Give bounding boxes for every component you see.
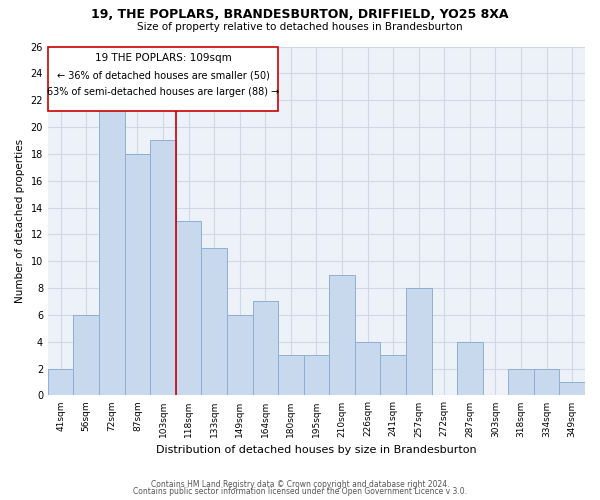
Bar	[304, 355, 329, 396]
Bar	[48, 368, 73, 396]
Text: 19 THE POPLARS: 109sqm: 19 THE POPLARS: 109sqm	[95, 53, 232, 63]
Bar	[227, 315, 253, 396]
Bar	[355, 342, 380, 396]
Text: 19, THE POPLARS, BRANDESBURTON, DRIFFIELD, YO25 8XA: 19, THE POPLARS, BRANDESBURTON, DRIFFIEL…	[91, 8, 509, 20]
Bar	[278, 355, 304, 396]
Bar	[202, 248, 227, 396]
Bar	[534, 368, 559, 396]
Bar	[73, 315, 99, 396]
Bar	[176, 221, 202, 396]
Bar	[380, 355, 406, 396]
Text: Size of property relative to detached houses in Brandesburton: Size of property relative to detached ho…	[137, 22, 463, 32]
Text: 63% of semi-detached houses are larger (88) →: 63% of semi-detached houses are larger (…	[47, 87, 279, 97]
Bar	[508, 368, 534, 396]
Bar	[406, 288, 431, 396]
Bar	[457, 342, 482, 396]
Bar	[125, 154, 150, 396]
Text: ← 36% of detached houses are smaller (50): ← 36% of detached houses are smaller (50…	[56, 70, 269, 81]
Bar	[329, 274, 355, 396]
Bar	[48, 46, 278, 111]
Bar	[150, 140, 176, 396]
Bar	[99, 100, 125, 396]
Text: Contains HM Land Registry data © Crown copyright and database right 2024.: Contains HM Land Registry data © Crown c…	[151, 480, 449, 489]
Y-axis label: Number of detached properties: Number of detached properties	[15, 139, 25, 303]
X-axis label: Distribution of detached houses by size in Brandesburton: Distribution of detached houses by size …	[156, 445, 477, 455]
Bar	[253, 302, 278, 396]
Text: Contains public sector information licensed under the Open Government Licence v : Contains public sector information licen…	[133, 487, 467, 496]
Bar	[559, 382, 585, 396]
